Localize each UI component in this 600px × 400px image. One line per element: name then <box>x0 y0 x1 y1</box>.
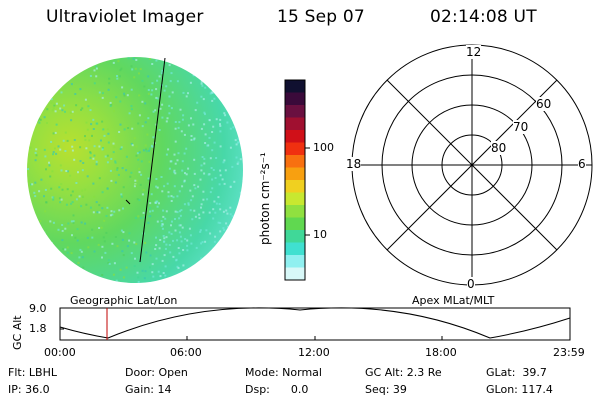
seq-status: Seq: 39 <box>365 383 407 396</box>
colorbar-segment <box>285 205 305 218</box>
terminator-line <box>139 57 166 263</box>
altitude-curve <box>59 307 571 339</box>
colorbar-segment <box>285 142 305 156</box>
colorbar-segment <box>285 80 305 93</box>
observation-date: 15 Sep 07 <box>277 7 365 27</box>
time-tick-0600: 06:00 <box>170 346 202 359</box>
apex-label: Apex MLat/MLT <box>412 294 495 307</box>
lat-label-60: 60 <box>536 97 552 111</box>
mlt-label-18: 18 <box>346 157 362 171</box>
colorbar-segment <box>285 92 305 106</box>
instrument-title: Ultraviolet Imager <box>46 7 204 27</box>
small-marker-line <box>125 199 131 205</box>
altitude-tick-9: 9.0 <box>29 302 47 315</box>
colorbar-tick-100: 100 <box>313 141 334 154</box>
colorbar-segment <box>285 117 305 131</box>
observation-time: 02:14:08 UT <box>430 7 537 27</box>
colorbar-segment <box>285 242 305 256</box>
glat-status: GLat: 39.7 <box>486 366 547 379</box>
mlt-label-0: 0 <box>467 277 475 291</box>
time-tick-0000: 00:00 <box>44 346 76 359</box>
gain-status: Gain: 14 <box>125 383 172 396</box>
altitude-tick-1-8: 1.8 <box>29 322 47 335</box>
colorbar-segment <box>285 155 305 168</box>
time-tick-1800: 18:00 <box>425 346 457 359</box>
colorbar-segment <box>285 167 305 181</box>
lat-label-80: 80 <box>491 141 507 155</box>
mlt-label-12: 12 <box>466 45 482 59</box>
colorbar-segment <box>285 130 305 143</box>
door-status: Door: Open <box>125 366 188 379</box>
colorbar-segment <box>285 255 305 268</box>
colorbar-segment <box>285 217 305 231</box>
geographic-label: Geographic Lat/Lon <box>70 294 178 307</box>
lat-label-70: 70 <box>513 120 529 134</box>
colorbar-tick-10: 10 <box>313 228 327 241</box>
colorbar-segment <box>285 267 305 281</box>
time-tick-1200: 12:00 <box>298 346 330 359</box>
dsp-status: Dsp: 0.0 <box>245 383 309 396</box>
colorbar-segment <box>285 180 305 193</box>
time-tick-2359: 23:59 <box>553 346 585 359</box>
mode-status: Mode: Normal <box>245 366 322 379</box>
altitude-axis-label: GC Alt <box>11 315 24 350</box>
colorbar-segment <box>285 192 305 206</box>
gc-alt-status: GC Alt: 2.3 Re <box>365 366 442 379</box>
glon-status: GLon: 117.4 <box>486 383 553 396</box>
colorbar-segment <box>285 230 305 243</box>
colorbar-segment <box>285 105 305 118</box>
mlt-label-6: 6 <box>578 157 586 171</box>
ip-status: IP: 36.0 <box>8 383 50 396</box>
filter-status: Flt: LBHL <box>8 366 57 379</box>
